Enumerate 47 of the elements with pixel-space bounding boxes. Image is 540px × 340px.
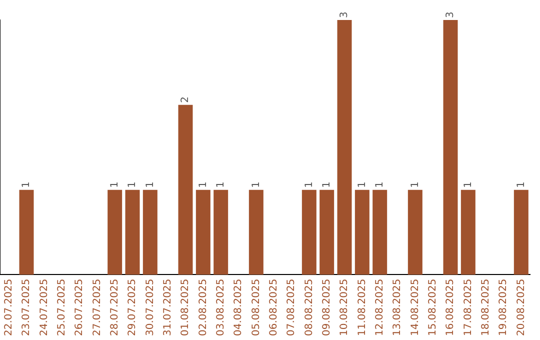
data-label: 1 <box>410 181 421 188</box>
x-tick-label: 22.07.2025 <box>3 278 14 336</box>
x-tick-label: 27.07.2025 <box>92 278 103 336</box>
x-tick-label: 13.08.2025 <box>392 278 404 336</box>
x-tick-label: 08.08.2025 <box>304 278 315 336</box>
x-tick-label: 20.08.2025 <box>516 278 527 336</box>
x-tick-label: 15.08.2025 <box>427 278 438 336</box>
x-tick-label: 29.07.2025 <box>127 278 138 336</box>
data-label: 3 <box>339 12 350 18</box>
x-tick-label: 18.08.2025 <box>480 278 492 336</box>
x-tick-label: 09.08.2025 <box>321 278 332 336</box>
x-tick-label: 01.08.2025 <box>180 278 192 336</box>
data-label: 1 <box>127 181 138 188</box>
x-tick-label: 17.08.2025 <box>462 278 474 336</box>
data-label: 1 <box>21 181 32 188</box>
data-label: 1 <box>374 181 386 188</box>
data-label: 1 <box>356 181 368 188</box>
x-tick-label: 16.08.2025 <box>445 278 456 336</box>
x-tick-label: 06.08.2025 <box>268 278 280 336</box>
x-tick-label: 26.07.2025 <box>74 278 86 336</box>
x-tick-label: 12.08.2025 <box>374 278 386 336</box>
data-label: 1 <box>304 181 315 188</box>
x-tick-label: 11.08.2025 <box>356 278 368 336</box>
x-tick-label: 07.08.2025 <box>286 278 298 336</box>
data-label: 1 <box>109 181 120 188</box>
data-label: 1 <box>198 181 209 188</box>
data-label: 1 <box>462 181 474 188</box>
x-tick-label: 10.08.2025 <box>339 278 350 336</box>
x-tick-label: 30.07.2025 <box>144 278 156 336</box>
x-tick-label: 25.07.2025 <box>56 278 68 336</box>
x-tick-label: 23.07.2025 <box>21 278 32 336</box>
data-label: 1 <box>215 181 226 188</box>
x-tick-label: 03.08.2025 <box>215 278 226 336</box>
data-label: 1 <box>144 181 156 188</box>
x-tick-label: 31.07.2025 <box>162 278 174 336</box>
data-label: 3 <box>445 12 456 18</box>
x-tick-label: 04.08.2025 <box>233 278 244 336</box>
data-label: 1 <box>250 181 262 188</box>
data-label: 1 <box>321 181 332 188</box>
x-tick-label: 28.07.2025 <box>109 278 120 336</box>
data-label: 2 <box>180 96 192 103</box>
x-tick-label: 14.08.2025 <box>410 278 421 336</box>
data-label: 1 <box>516 181 527 188</box>
x-tick-label: 24.07.2025 <box>38 278 50 336</box>
x-tick-label: 05.08.2025 <box>250 278 262 336</box>
x-tick-label: 19.08.2025 <box>498 278 510 336</box>
x-tick-label: 02.08.2025 <box>198 278 209 336</box>
